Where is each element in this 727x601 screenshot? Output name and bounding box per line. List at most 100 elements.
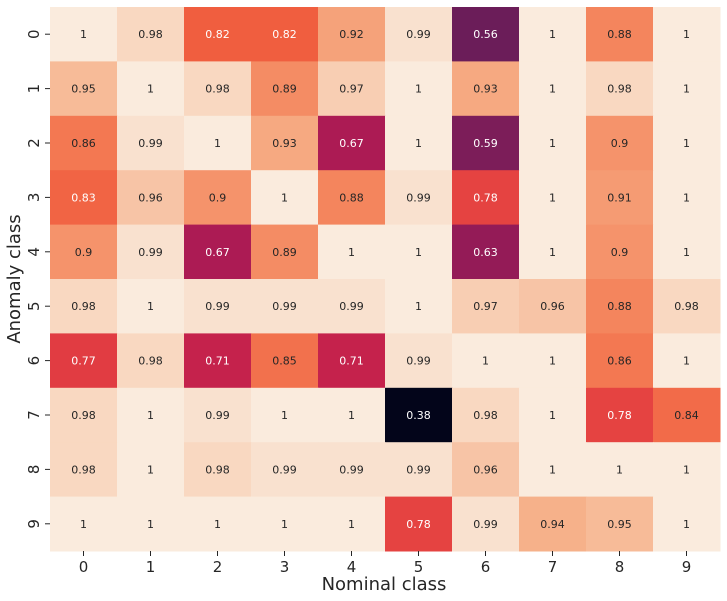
heatmap-cell [452, 496, 520, 552]
heatmap-cell-value: 1 [549, 83, 556, 96]
x-tick-label: 8 [615, 558, 625, 576]
heatmap-cell [586, 115, 654, 171]
x-axis-label: Nominal class [322, 574, 447, 595]
heatmap-cell-value: 0.38 [406, 409, 431, 422]
heatmap-cell [653, 115, 721, 171]
x-tick-label: 9 [682, 558, 692, 576]
heatmap-cell-value: 0.92 [339, 28, 364, 41]
heatmap-cell [586, 279, 654, 334]
heatmap-cell-value: 0.98 [138, 28, 163, 41]
x-tick-label: 3 [280, 558, 290, 576]
heatmap-cell-value: 0.96 [540, 300, 565, 313]
heatmap-cell-value: 0.97 [339, 83, 364, 96]
heatmap-cell [50, 496, 118, 552]
y-tick-label: 8 [25, 465, 43, 475]
heatmap-cell-value: 0.99 [339, 300, 364, 313]
heatmap-cell-value: 1 [683, 191, 690, 204]
heatmap-cell-value: 0.99 [406, 463, 431, 476]
heatmap-cell-value: 0.89 [272, 246, 297, 259]
y-tick-label: 9 [25, 519, 43, 529]
heatmap-cell-value: 0.99 [339, 463, 364, 476]
heatmap-cell-value: 1 [147, 409, 154, 422]
heatmap-cell [50, 224, 118, 280]
heatmap-cell-value: 1 [348, 409, 355, 422]
heatmap-cell-value: 1 [683, 355, 690, 368]
heatmap-cell [519, 496, 587, 552]
heatmap-cell [318, 7, 386, 62]
y-tick-label: 4 [25, 247, 43, 257]
heatmap-cell [50, 115, 118, 171]
heatmap-cell-value: 0.78 [607, 409, 632, 422]
heatmap-cell [251, 279, 319, 334]
heatmap-cell-value: 0.99 [406, 355, 431, 368]
heatmap-cell-value: 1 [214, 518, 221, 531]
heatmap-cell [318, 387, 386, 443]
heatmap-cell [586, 7, 654, 62]
x-tick-label: 1 [146, 558, 156, 576]
heatmap-cell-value: 1 [549, 246, 556, 259]
heatmap-cell-value: 0.78 [406, 518, 431, 531]
heatmap-cell [117, 442, 185, 498]
y-axis-ticks: 0 1 2 3 4 5 6 7 8 9 [25, 29, 50, 529]
heatmap-cell [50, 279, 118, 334]
heatmap-cell [653, 387, 721, 443]
heatmap-cell-value: 0.98 [473, 409, 498, 422]
heatmap-cell-value: 1 [683, 83, 690, 96]
heatmap-cell [117, 279, 185, 334]
heatmap-cell [385, 496, 453, 552]
heatmap-cell [50, 170, 118, 226]
heatmap-cell [452, 7, 520, 62]
heatmap-cell-value: 0.98 [607, 83, 632, 96]
heatmap-cell [519, 7, 587, 62]
heatmap-cell-value: 0.99 [205, 409, 230, 422]
heatmap-cell [519, 224, 587, 280]
heatmap-cell [50, 61, 118, 117]
heatmap-cell-value: 0.98 [674, 300, 699, 313]
x-tick-label: 5 [414, 558, 424, 576]
heatmap-cell-value: 1 [616, 463, 623, 476]
heatmap-cell [653, 279, 721, 334]
heatmap-cell [318, 224, 386, 280]
heatmap-cell-value: 0.9 [209, 191, 227, 204]
x-tick-label: 4 [347, 558, 357, 576]
heatmap-cell [653, 333, 721, 389]
heatmap-cell-value: 0.98 [71, 463, 96, 476]
heatmap-cell-value: 1 [482, 355, 489, 368]
heatmap-cell [251, 224, 319, 280]
heatmap-cell [452, 170, 520, 226]
heatmap-cell [586, 442, 654, 498]
heatmap-cell-value: 1 [348, 518, 355, 531]
heatmap-cell [251, 115, 319, 171]
heatmap-cell [452, 61, 520, 117]
heatmap-cell-value: 0.85 [272, 355, 297, 368]
heatmap-cell [385, 170, 453, 226]
heatmap-cells [50, 7, 721, 552]
heatmap-cell [117, 333, 185, 389]
heatmap-cell [117, 387, 185, 443]
heatmap-cell [653, 61, 721, 117]
heatmap-cell-value: 1 [147, 300, 154, 313]
heatmap-cell-value: 1 [147, 518, 154, 531]
heatmap-cell-value: 0.77 [71, 355, 96, 368]
y-tick-label: 6 [25, 356, 43, 366]
heatmap-cell [318, 333, 386, 389]
heatmap-cell-value: 0.98 [205, 83, 230, 96]
heatmap-cell-value: 0.86 [71, 137, 96, 150]
heatmap-cell-value: 0.84 [674, 409, 699, 422]
heatmap-cell [117, 170, 185, 226]
heatmap-cell [385, 7, 453, 62]
heatmap-cell [50, 442, 118, 498]
heatmap-cell [452, 279, 520, 334]
heatmap-cell-value: 1 [549, 409, 556, 422]
heatmap-cell-value: 1 [549, 191, 556, 204]
heatmap-cell [184, 279, 252, 334]
heatmap-cell-value: 1 [549, 463, 556, 476]
heatmap-cell [251, 170, 319, 226]
heatmap-cell [251, 387, 319, 443]
heatmap-cell [184, 387, 252, 443]
heatmap-cell-value: 0.91 [607, 191, 632, 204]
heatmap-cell [519, 442, 587, 498]
y-tick-label: 3 [25, 193, 43, 203]
heatmap-cell [452, 387, 520, 443]
heatmap-cell-value: 0.89 [272, 83, 297, 96]
